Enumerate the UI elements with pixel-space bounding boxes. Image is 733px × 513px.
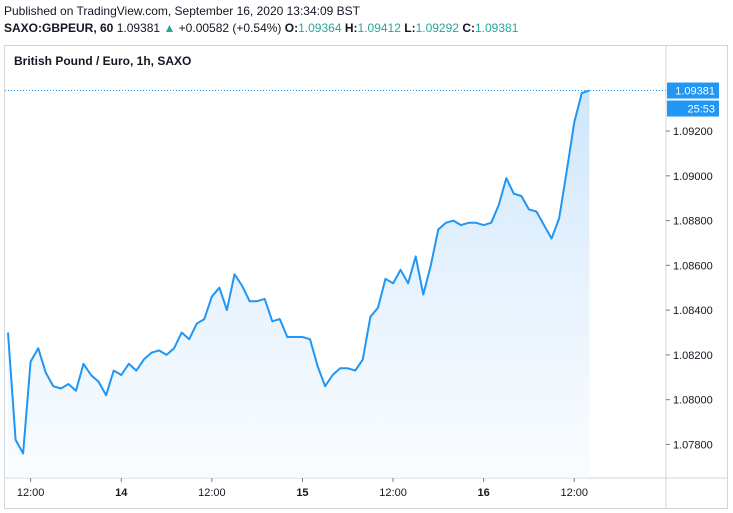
up-arrow-icon: ▲	[163, 21, 176, 35]
y-tick-label: 1.08400	[673, 305, 713, 317]
price-change: +0.00582 (+0.54%)	[178, 21, 282, 35]
high-value: 1.09412	[357, 21, 401, 35]
open-value: 1.09364	[298, 21, 342, 35]
y-tick-label: 1.08200	[673, 350, 713, 362]
x-tick-label: 12:00	[198, 487, 226, 499]
low-value: 1.09292	[415, 21, 459, 35]
x-tick-label: 12:00	[560, 487, 588, 499]
symbol-label[interactable]: SAXO:GBPEUR, 60	[4, 21, 114, 35]
x-tick-label: 14	[115, 487, 128, 499]
price-area-fill	[8, 90, 590, 478]
low-label: L:	[404, 21, 416, 35]
close-value: 1.09381	[474, 21, 519, 35]
symbol-quote-line: SAXO:GBPEUR, 60 1.09381 ▲ +0.00582 (+0.5…	[4, 21, 518, 35]
y-tick-label: 1.09200	[673, 126, 713, 138]
last-price-badge-bg	[667, 82, 719, 99]
x-tick-label: 16	[478, 487, 490, 499]
published-caption: Published on TradingView.com, September …	[4, 4, 361, 18]
bar-countdown-badge: 25:53	[687, 104, 715, 116]
x-tick-label: 12:00	[17, 487, 45, 499]
x-tick-label: 15	[296, 487, 308, 499]
bar-countdown-badge-bg	[667, 100, 719, 117]
y-tick-label: 1.09000	[673, 171, 713, 183]
y-tick-label: 1.08000	[673, 395, 713, 407]
last-price-badge: 1.09381	[675, 86, 715, 98]
price-line	[7, 89, 590, 455]
open-label: O:	[284, 21, 299, 35]
y-tick-label: 1.08600	[673, 260, 713, 272]
chart-frame[interactable]	[4, 45, 728, 509]
close-label: C:	[462, 21, 475, 35]
x-tick-label: 12:00	[379, 487, 407, 499]
high-label: H:	[344, 21, 358, 35]
last-price: 1.09381	[116, 21, 161, 35]
y-tick-label: 1.08800	[673, 216, 713, 228]
y-tick-label: 1.07800	[673, 439, 713, 451]
chart-title: British Pound / Euro, 1h, SAXO	[14, 54, 192, 68]
